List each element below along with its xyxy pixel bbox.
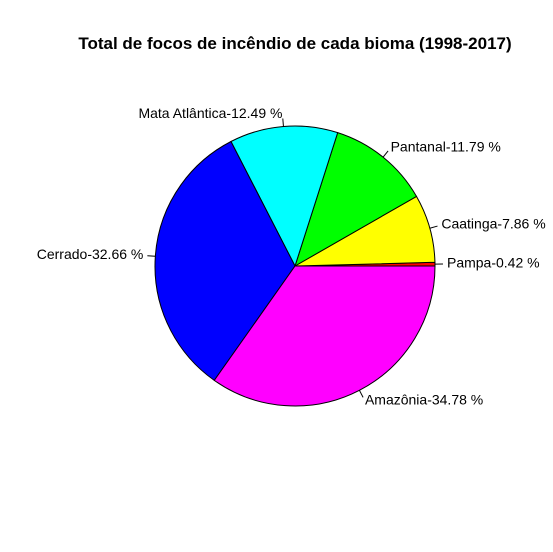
slice-label-mata-atlantica: Mata Atlântica-12.49 % <box>138 105 282 121</box>
pie-slice-pantanal <box>294 132 418 268</box>
slice-label-caatinga: Caatinga-7.86 % <box>441 216 545 232</box>
slice-label-cerrado: Cerrado-32.66 % <box>37 246 144 262</box>
label-tick-pantanal <box>382 150 389 158</box>
pie-slices <box>154 125 436 407</box>
slice-label-pampa: Pampa-0.42 % <box>447 255 540 271</box>
label-tick-mata-atlantica <box>282 118 284 127</box>
slice-label-pantanal: Pantanal-11.79 % <box>391 139 501 155</box>
chart-title: Total de focos de incêndio de cada bioma… <box>78 34 511 53</box>
label-tick-caatinga <box>429 225 438 229</box>
slice-label-amazonia: Amazônia-34.78 % <box>365 392 483 408</box>
label-tick-cerrado <box>147 255 156 257</box>
label-tick-amazonia <box>358 390 364 398</box>
pie-labels: Pampa-0.42 % Caatinga-7.86 % Pantanal-11.7… <box>37 105 546 407</box>
